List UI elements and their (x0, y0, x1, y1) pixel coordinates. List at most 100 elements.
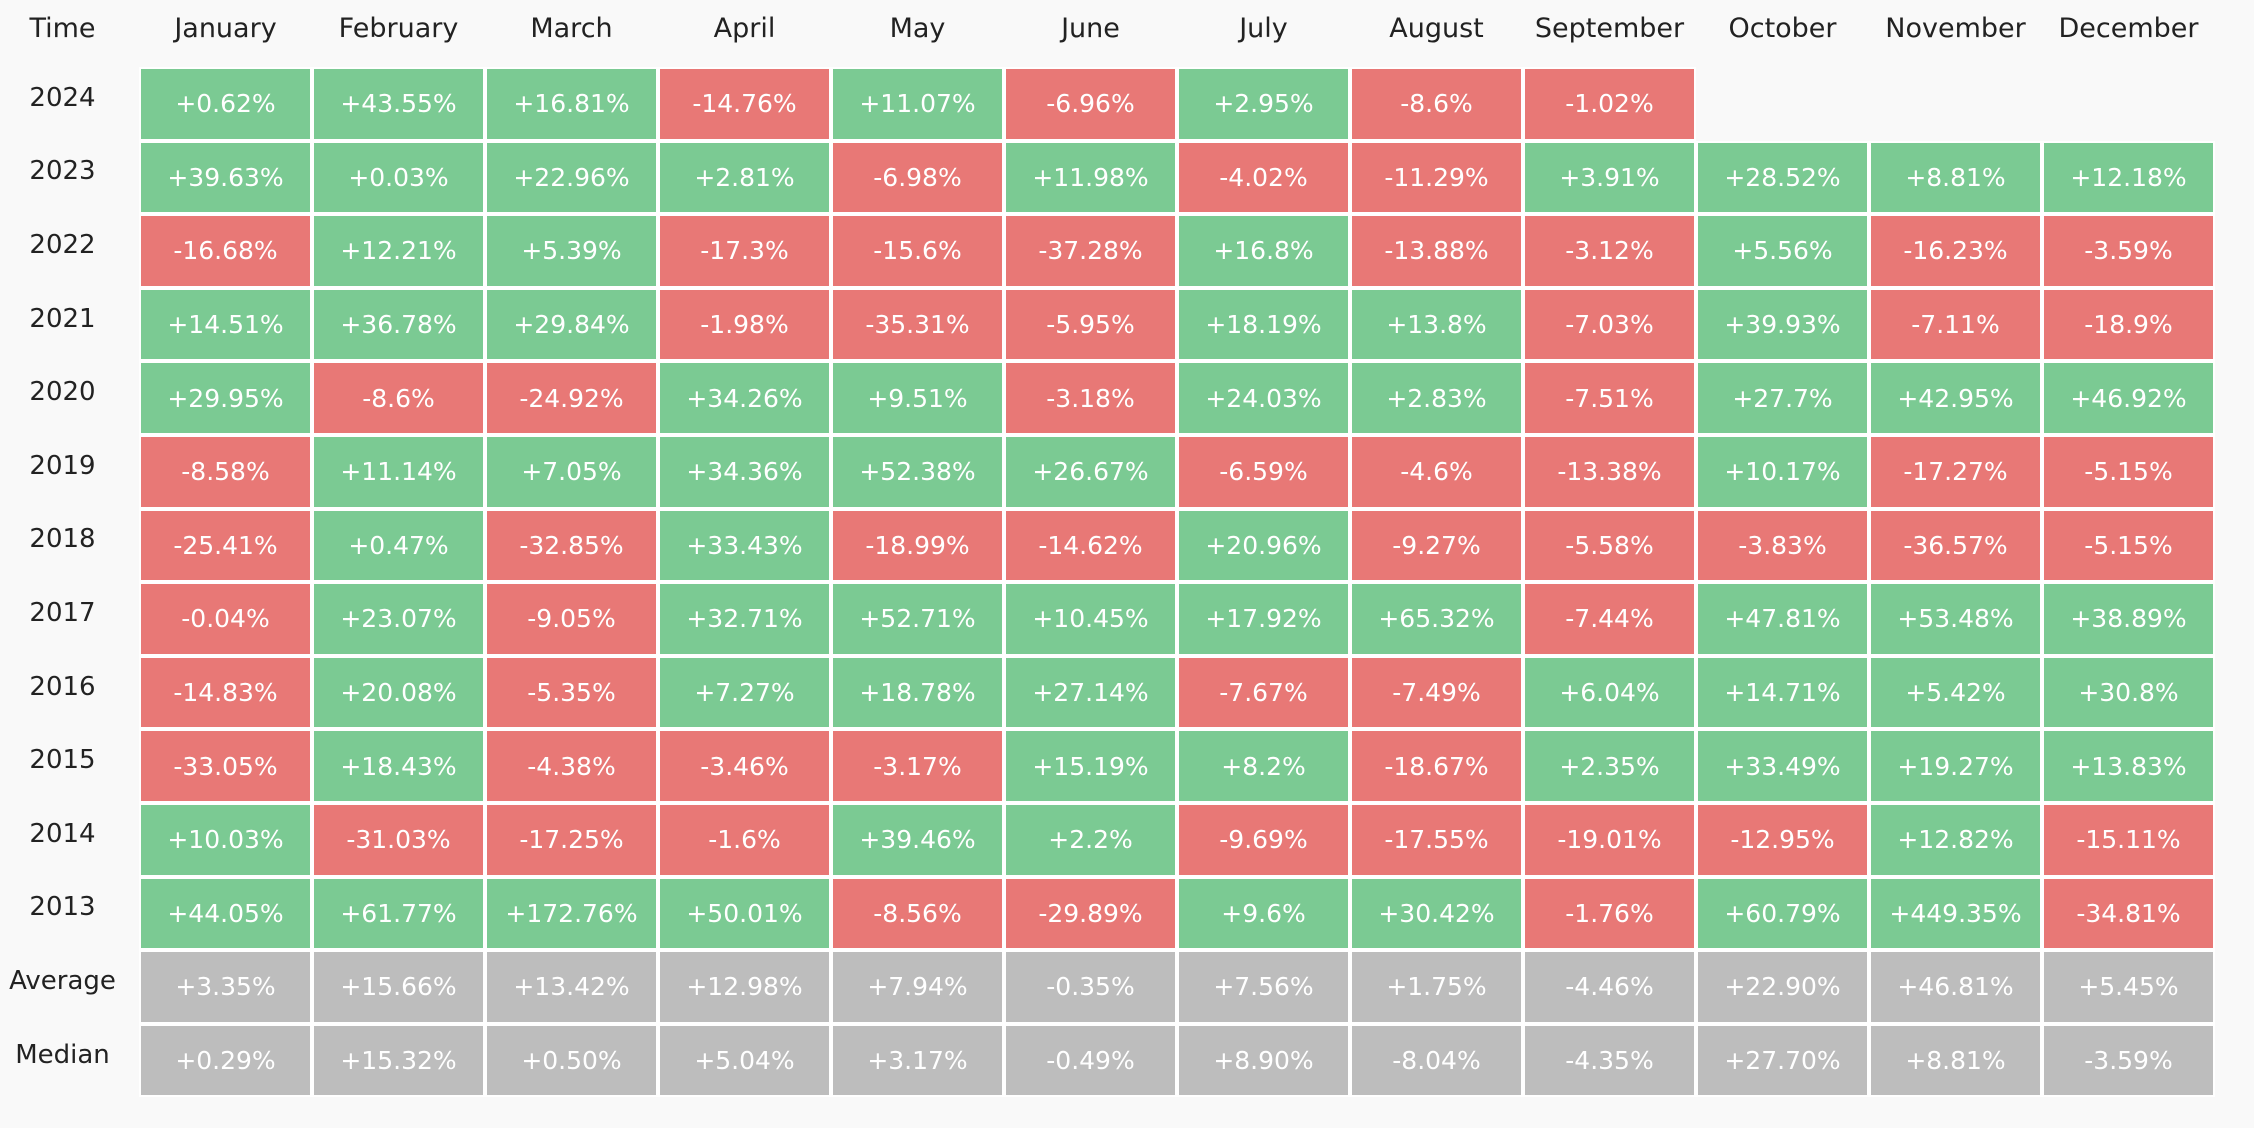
header-time: Time (29, 13, 96, 44)
return-cell: +9.6% (1177, 876, 1350, 951)
return-cell: +0.03% (312, 140, 485, 215)
year-label: 2014 (29, 818, 96, 849)
return-cell: +9.51% (831, 361, 1004, 435)
return-cell: -7.11% (1869, 287, 2042, 362)
return-cell: -3.18% (1004, 361, 1177, 435)
header-month: March (530, 13, 613, 44)
return-cell: -32.85% (485, 508, 658, 583)
return-cell: -29.89% (1004, 876, 1177, 951)
return-cell: +29.84% (485, 287, 658, 362)
return-cell: +2.35% (1523, 729, 1696, 803)
summary-cell: +15.32% (312, 1023, 485, 1098)
return-cell: +28.52% (1696, 140, 1869, 215)
header-month: January (174, 13, 277, 44)
return-cell: -34.81% (2042, 876, 2215, 951)
return-cell: -7.49% (1350, 655, 1523, 730)
return-cell: -13.88% (1350, 214, 1523, 288)
return-cell: -36.57% (1869, 508, 2042, 583)
return-cell: +53.48% (1869, 582, 2042, 656)
return-cell: -7.51% (1523, 361, 1696, 435)
return-cell: -5.15% (2042, 508, 2215, 583)
return-cell: -9.69% (1177, 803, 1350, 877)
return-cell: -5.58% (1523, 508, 1696, 583)
header-month: June (1061, 13, 1120, 44)
return-cell: -7.03% (1523, 287, 1696, 362)
year-label: 2024 (29, 82, 96, 113)
return-cell: +13.8% (1350, 287, 1523, 362)
return-cell: +52.71% (831, 582, 1004, 656)
summary-cell: -0.49% (1004, 1023, 1177, 1098)
return-cell: +52.38% (831, 435, 1004, 509)
year-label: 2016 (29, 671, 96, 702)
summary-cell: +8.81% (1869, 1023, 2042, 1098)
summary-cell: +3.17% (831, 1023, 1004, 1098)
return-cell: -4.6% (1350, 435, 1523, 509)
return-cell: +2.2% (1004, 803, 1177, 877)
return-cell: -17.27% (1869, 435, 2042, 509)
return-cell: -18.9% (2042, 287, 2215, 362)
return-cell: -5.15% (2042, 435, 2215, 509)
return-cell: -14.76% (658, 67, 831, 141)
return-cell: -35.31% (831, 287, 1004, 362)
return-cell: +12.18% (2042, 140, 2215, 215)
header-month: May (889, 13, 946, 44)
return-cell: -18.99% (831, 508, 1004, 583)
return-cell: -15.6% (831, 214, 1004, 288)
header-month: September (1534, 13, 1685, 44)
return-cell: +19.27% (1869, 729, 2042, 803)
summary-label: Average (9, 965, 116, 996)
return-cell: +11.14% (312, 435, 485, 509)
return-cell: +27.14% (1004, 655, 1177, 730)
return-cell: +14.51% (139, 287, 312, 362)
return-cell: +27.7% (1696, 361, 1869, 435)
return-cell: +20.96% (1177, 508, 1350, 583)
return-cell: +39.46% (831, 803, 1004, 877)
summary-cell: -4.35% (1523, 1023, 1696, 1098)
return-cell: +61.77% (312, 876, 485, 951)
return-cell: -8.56% (831, 876, 1004, 951)
summary-cell: +15.66% (312, 950, 485, 1024)
return-cell: +29.95% (139, 361, 312, 435)
return-cell: -7.67% (1177, 655, 1350, 730)
return-cell: +16.81% (485, 67, 658, 141)
return-cell: -17.3% (658, 214, 831, 288)
return-cell: -8.6% (1350, 67, 1523, 141)
return-cell: -13.38% (1523, 435, 1696, 509)
return-cell: -5.35% (485, 655, 658, 730)
return-cell: -6.96% (1004, 67, 1177, 141)
summary-cell: +12.98% (658, 950, 831, 1024)
year-label: 2019 (29, 450, 96, 481)
return-cell: +0.47% (312, 508, 485, 583)
return-cell: +24.03% (1177, 361, 1350, 435)
return-cell: -3.59% (2042, 214, 2215, 288)
return-cell: -25.41% (139, 508, 312, 583)
header-month: February (338, 13, 459, 44)
return-cell: -37.28% (1004, 214, 1177, 288)
return-cell: +20.08% (312, 655, 485, 730)
return-cell: +5.39% (485, 214, 658, 288)
return-cell: -31.03% (312, 803, 485, 877)
year-label: 2020 (29, 377, 96, 408)
return-cell: -14.83% (139, 655, 312, 730)
summary-cell: +3.35% (139, 950, 312, 1024)
return-cell: +8.2% (1177, 729, 1350, 803)
return-cell: +47.81% (1696, 582, 1869, 656)
return-cell: +30.42% (1350, 876, 1523, 951)
summary-cell: +5.45% (2042, 950, 2215, 1024)
return-cell: +172.76% (485, 876, 658, 951)
return-cell: +30.8% (2042, 655, 2215, 730)
year-label: 2021 (29, 303, 96, 334)
return-cell: +449.35% (1869, 876, 2042, 951)
return-cell: -17.25% (485, 803, 658, 877)
return-cell: -17.55% (1350, 803, 1523, 877)
return-cell: -4.02% (1177, 140, 1350, 215)
summary-cell: +5.04% (658, 1023, 831, 1098)
return-cell: +60.79% (1696, 876, 1869, 951)
return-cell: -15.11% (2042, 803, 2215, 877)
return-cell: -18.67% (1350, 729, 1523, 803)
return-cell: +65.32% (1350, 582, 1523, 656)
return-cell: +22.96% (485, 140, 658, 215)
year-label: 2018 (29, 524, 96, 555)
return-cell: +33.49% (1696, 729, 1869, 803)
